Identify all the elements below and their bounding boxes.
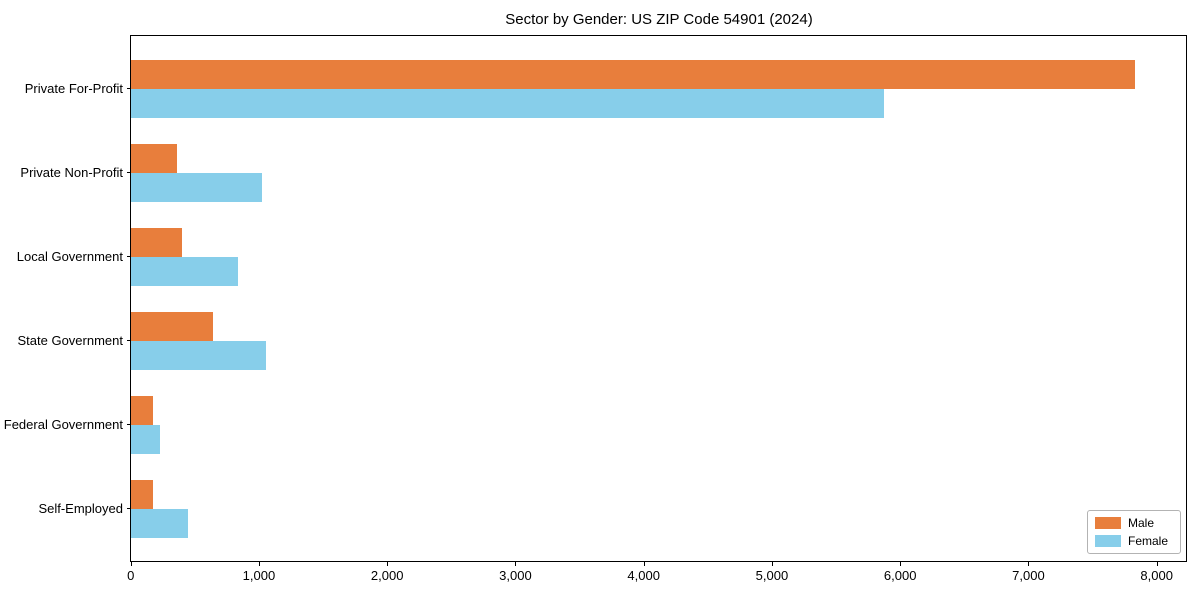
- x-tick-mark-3000: [515, 562, 517, 566]
- y-tick-label-local-government: Local Government: [16, 248, 123, 264]
- x-tick-mark-6000: [900, 562, 902, 566]
- bar-female-local-government: [131, 257, 239, 287]
- legend-label-female: Female: [1128, 534, 1169, 548]
- x-tick-label-7000: 7,000: [1012, 568, 1045, 583]
- y-tick-mark-private-non-profit: [126, 172, 131, 174]
- bar-male-private-for-profit: [131, 60, 1136, 90]
- legend-item-female: Female: [1095, 534, 1180, 548]
- bar-female-private-for-profit: [131, 89, 885, 119]
- y-tick-label-private-for-profit: Private For-Profit: [24, 80, 123, 96]
- x-tick-label-2000: 2,000: [370, 568, 404, 583]
- plot-area: [130, 35, 1187, 562]
- x-tick-mark-8000: [1156, 562, 1158, 566]
- x-tick-label-3000: 3,000: [499, 568, 532, 583]
- legend-item-male: Male: [1095, 516, 1180, 530]
- y-tick-mark-federal-government: [126, 424, 131, 426]
- legend: Male Female: [1087, 510, 1181, 554]
- y-tick-label-state-government: State Government: [17, 332, 124, 348]
- y-tick-label-private-non-profit: Private Non-Profit: [20, 164, 123, 180]
- bar-male-local-government: [131, 228, 183, 258]
- bar-female-state-government: [131, 341, 267, 371]
- bar-female-federal-government: [131, 425, 160, 455]
- x-tick-label-6000: 6,000: [883, 568, 917, 583]
- x-tick-mark-7000: [1028, 562, 1030, 566]
- bar-male-federal-government: [131, 396, 154, 426]
- x-tick-mark-1000: [258, 562, 260, 566]
- y-tick-label-federal-government: Federal Government: [3, 416, 123, 432]
- bar-female-self-employed: [131, 509, 189, 539]
- x-tick-label-4000: 4,000: [627, 568, 660, 583]
- chart-title: Sector by Gender: US ZIP Code 54901 (202…: [505, 11, 813, 28]
- x-tick-mark-0: [130, 562, 132, 566]
- legend-label-male: Male: [1128, 516, 1155, 530]
- y-tick-mark-local-government: [126, 256, 131, 258]
- legend-swatch-male: [1095, 517, 1121, 529]
- bar-male-self-employed: [131, 480, 154, 510]
- bar-female-private-non-profit: [131, 173, 262, 203]
- y-tick-label-self-employed: Self-Employed: [38, 500, 123, 516]
- y-tick-mark-private-for-profit: [126, 88, 131, 90]
- x-tick-mark-5000: [771, 562, 773, 566]
- y-tick-mark-self-employed: [126, 508, 131, 510]
- x-tick-label-5000: 5,000: [755, 568, 789, 583]
- x-tick-mark-2000: [387, 562, 389, 566]
- x-tick-label-0: 0: [127, 568, 135, 583]
- x-tick-label-8000: 8,000: [1140, 568, 1173, 583]
- x-tick-label-1000: 1,000: [242, 568, 276, 583]
- x-tick-mark-4000: [643, 562, 645, 566]
- bar-male-private-non-profit: [131, 144, 178, 174]
- bar-male-state-government: [131, 312, 214, 342]
- y-tick-mark-state-government: [126, 340, 131, 342]
- legend-swatch-female: [1095, 535, 1121, 547]
